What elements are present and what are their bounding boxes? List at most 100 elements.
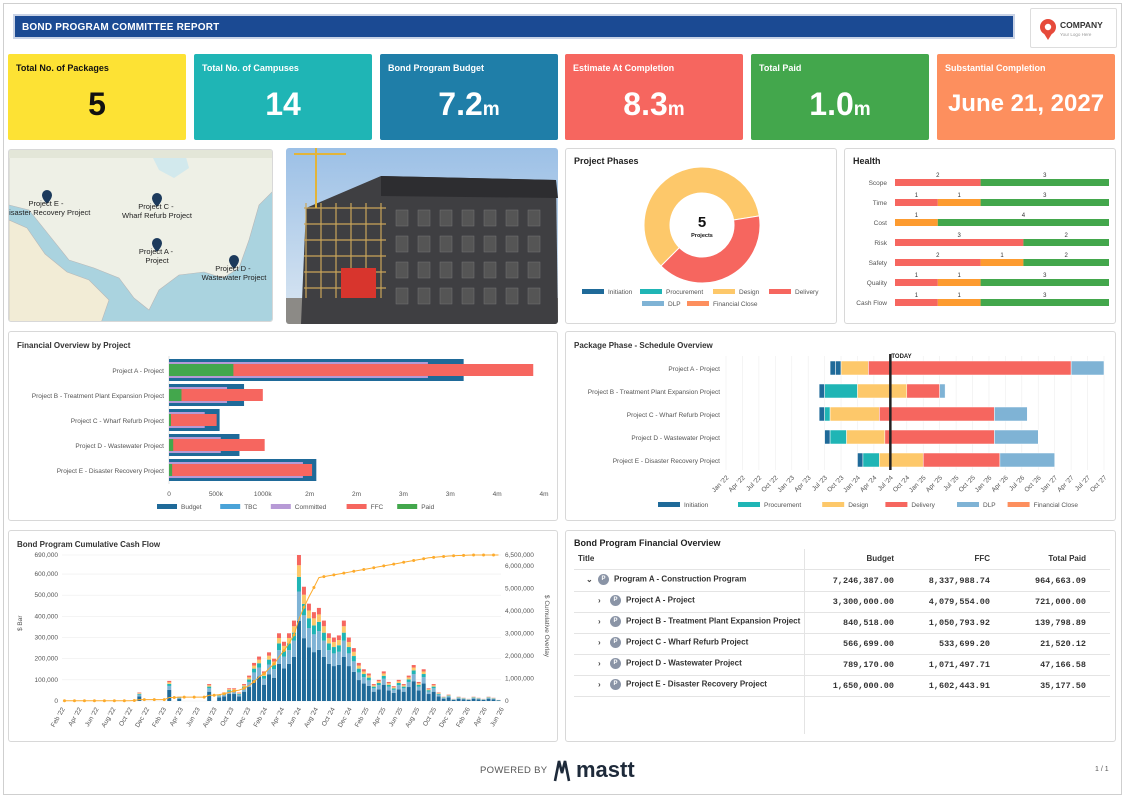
cashflow-bar [286,643,291,651]
x-tick-label: Dec '24 [337,706,354,729]
building-window [483,209,497,227]
x-tick-label: Oct '25 [422,706,438,727]
schedule-overview-chart[interactable]: Package Phase - Schedule Overview Jan '22… [566,332,1116,521]
y2-tick-label: 0 [505,698,509,705]
cashflow-bar [311,634,316,653]
kpi-card-1[interactable]: Total No. of Packages 5 [8,54,186,140]
x-tick-label: 500k [209,491,224,498]
table-row[interactable]: › P Project A - Project 3,300,000.00 4,079,5… [574,592,1110,613]
cashflow-bar [207,684,212,686]
kpi-card-3[interactable]: Bond Program Budget 7.2m [380,54,558,140]
cashflow-bar [252,662,257,666]
cashflow-bar [371,691,376,701]
financial-overview-chart[interactable]: Financial Overview by Project Project A -… [9,332,558,521]
legend-label: Procurement [764,502,801,509]
gantt-phase-bar [840,360,869,376]
bar-ffc [169,464,313,476]
cashflow-bar [252,668,257,673]
building-window [505,209,519,227]
cashflow-bar [376,685,381,690]
chevron-right-icon[interactable]: › [598,637,601,647]
gantt-phase-bar [1070,360,1105,376]
cashflow-bar [346,647,351,654]
x-tick-label: Oct '22 [118,706,134,727]
row-budget: 1,650,000.00 [832,681,894,691]
cashflow-bar [386,683,391,685]
financial-overview-title: Financial Overview by Project [17,341,131,350]
cashflow-bar [316,649,321,701]
table-row[interactable]: › P Project B - Treatment Plant Expansion … [574,613,1110,634]
cashflow-bar [411,667,416,671]
cashflow-bar [207,688,212,692]
powered-by-label: POWERED BY [480,765,548,776]
cumulative-point [152,698,156,702]
x-tick-label: 4m [493,491,502,498]
project-phases-donut[interactable]: 5 Projects Initiation Procurement Design Deli… [566,149,837,324]
health-bar-segment [937,299,981,306]
cashflow-bar [386,681,391,684]
gantt-phase-bar [879,452,924,468]
table-row[interactable]: › P Project D - Wastewater Project 789,170.… [574,655,1110,676]
cashflow-bar [262,684,267,701]
row-ffc: 1,602,443.91 [928,681,990,691]
bar-paid [169,364,234,376]
cashflow-bar [311,652,316,701]
cumulative-point [232,689,236,693]
table-row[interactable]: › P Project C - Wharf Refurb Project 566,69… [574,634,1110,655]
cashflow-bar [296,555,301,566]
cashflow-bar [306,618,311,628]
cashflow-bar [441,697,446,699]
map-marker-icon [152,193,162,207]
y2-tick-label: 1,000,000 [505,676,534,683]
health-chart[interactable]: Scope 2 3 Time 1 1 3 Cost 1 4 Risk 3 2 Safety 2 1 2 Quali… [845,149,1116,324]
kpi-card-2[interactable]: Total No. of Campuses 14 [194,54,372,140]
cashflow-bar [316,614,321,622]
chevron-right-icon[interactable]: › [598,658,601,668]
building-window [395,261,409,279]
table-row[interactable]: ⌄ P Program A - Construction Program 7,246,… [574,571,1110,592]
cashflow-bar [376,683,381,686]
cashflow-bar [167,682,172,684]
kpi-card-6[interactable]: Substantial Completion June 21, 2027 [937,54,1115,140]
cashflow-bar [301,586,306,595]
cashflow-bar [237,696,242,701]
health-segment-count: 3 [958,233,962,239]
chevron-down-icon[interactable]: ⌄ [586,574,593,584]
chevron-right-icon[interactable]: › [598,616,601,626]
table-row[interactable]: › P Project E - Disaster Recovery Project 1… [574,676,1110,697]
cashflow-bar [336,645,341,652]
cashflow-chart[interactable]: Bond Program Cumulative Cash Flow 0 100,00… [9,531,558,742]
cashflow-bar [321,620,326,627]
chevron-right-icon[interactable]: › [598,679,601,689]
gantt-phase-bar [846,429,886,445]
legend-label: Initiation [608,289,633,296]
cashflow-bar [207,686,212,689]
cashflow-bar [331,641,336,648]
building-window [505,287,519,305]
legend-swatch [270,504,291,509]
cumulative-point [202,695,206,699]
cashflow-bar [426,691,431,695]
cumulative-point [452,554,456,558]
campus-map[interactable]: Project E - Disaster Recovery Project Pro… [8,149,273,322]
cashflow-bar [361,683,366,701]
donut-slice-design [643,166,760,267]
kpi-card-5[interactable]: Total Paid 1.0m [751,54,929,140]
cashflow-bar [137,696,142,701]
column-header[interactable]: Total Paid [1048,554,1086,563]
cashflow-bar [376,679,381,682]
kpi-card-4[interactable]: Estimate At Completion 8.3m [565,54,743,140]
cashflow-bar [386,690,391,701]
column-header[interactable]: Budget [866,554,894,563]
cashflow-bar [306,610,311,619]
y2-tick-label: 4,000,000 [505,608,534,615]
gantt-row-label: Project E - Disaster Recovery Project [613,458,720,465]
kpi-value: 14 [265,86,301,122]
x-tick-label: Aug '25 [404,706,421,729]
chevron-right-icon[interactable]: › [598,595,601,605]
column-header[interactable]: FFC [974,554,990,563]
row-paid: 35,177.50 [1040,681,1086,691]
gantt-phase-bar [922,452,1001,468]
cashflow-bar [277,643,281,651]
column-header[interactable]: Title [578,554,595,563]
